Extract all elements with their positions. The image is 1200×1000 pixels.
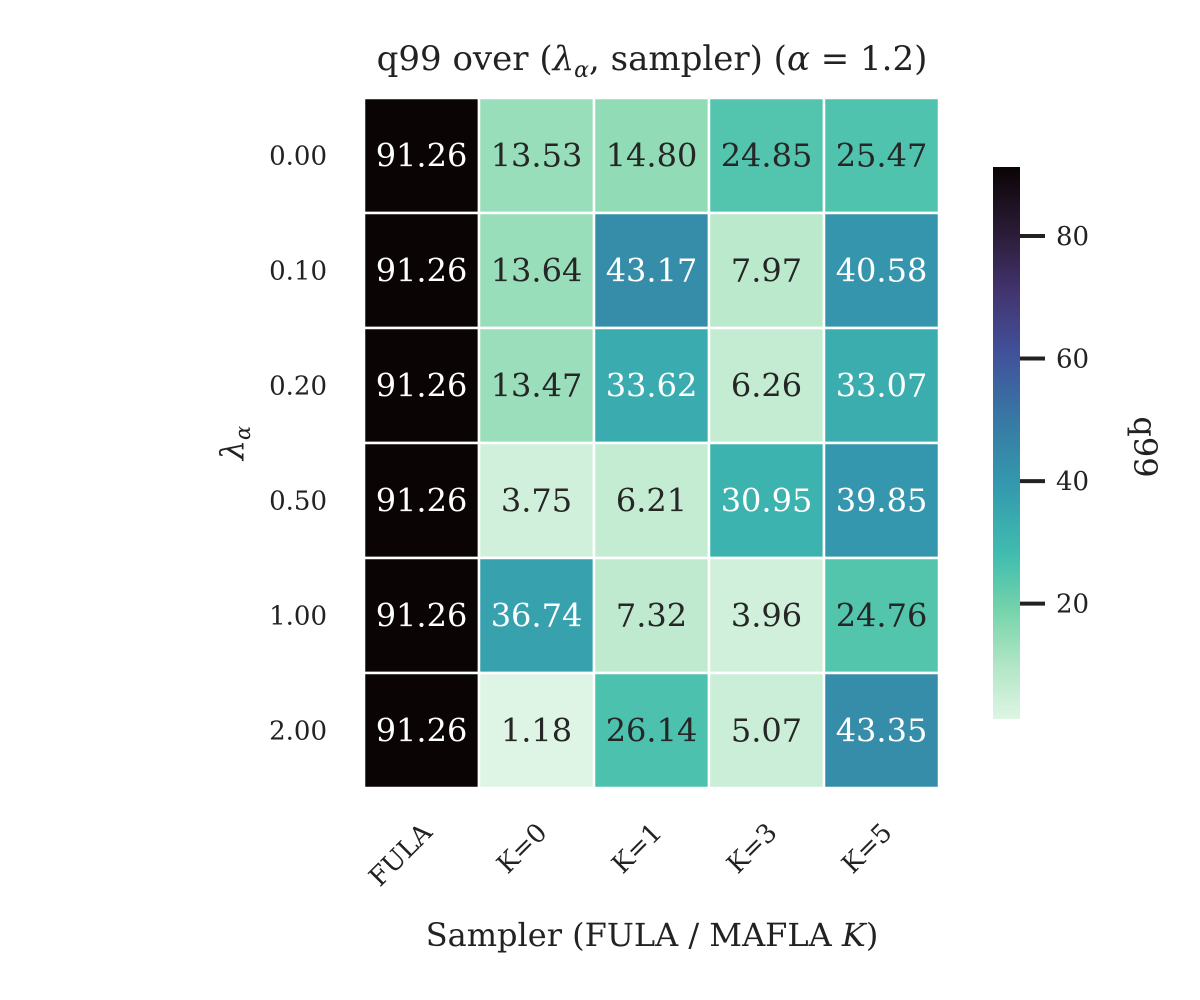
y-tick-label: 0.50 [269,487,327,517]
cell-value-label: 1.18 [501,712,572,750]
cell-value-label: 33.07 [836,367,928,405]
heatmap-cells: 91.26 13.53 14.80 24.85 25.47 91.26 13.64 43.17… [362,96,941,790]
colorbar-tick-label: 60 [1056,345,1089,375]
cell-value-label: 5.07 [731,712,802,750]
colorbar-tick-label: 40 [1056,467,1089,497]
cell-value-label: 91.26 [376,252,468,290]
x-tick-label: K=0 [491,818,553,880]
x-tick-label: FULA [363,817,439,893]
colorbar-label: q99 [1126,416,1164,477]
heatmap-cell [477,671,596,790]
heatmap-cell [707,671,826,790]
heatmap-cell [592,671,711,790]
cell-value-label: 7.32 [616,597,687,635]
cell-value-label: 91.26 [376,482,468,520]
cell-value-label: 3.96 [731,597,802,635]
heatmap-cell [477,441,596,560]
cell-value-label: 13.64 [491,252,583,290]
y-tick-labels: 0.00 0.10 0.20 0.50 1.00 2.00 [269,142,327,747]
cell-value-label: 33.62 [606,367,698,405]
cell-value-label: 6.21 [616,482,687,520]
cell-value-label: 91.26 [376,367,468,405]
y-tick-label: 1.00 [269,602,327,632]
heatmap-cell [477,326,596,445]
y-tick-label: 2.00 [269,717,327,747]
cell-value-label: 91.26 [376,137,468,175]
x-tick-label: K=3 [721,818,783,880]
heatmap-cell [477,96,596,215]
y-axis-label: λα [213,426,255,462]
chart-title: q99 over (λα, sampler) (α = 1.2) [377,39,928,83]
colorbar-tick-label: 20 [1056,590,1089,620]
cell-value-label: 43.17 [606,252,698,290]
y-tick-label: 0.20 [269,372,327,402]
colorbar: 20 40 60 80 q99 [993,167,1164,719]
colorbar-gradient [993,167,1020,719]
x-tick-label: K=1 [606,818,668,880]
cell-value-label: 30.95 [721,482,813,520]
x-tick-labels: FULA K=0 K=1 K=3 K=5 [363,817,898,893]
cell-value-label: 14.80 [606,137,698,175]
cell-value-label: 39.85 [836,482,928,520]
cell-value-label: 7.97 [731,252,802,290]
cell-value-label: 25.47 [836,137,928,175]
heatmap-cell [362,211,481,330]
cell-value-label: 24.76 [836,597,928,635]
cell-value-label: 43.35 [836,712,928,750]
cell-value-label: 6.26 [731,367,802,405]
y-tick-label: 0.10 [269,257,327,287]
cell-value-label: 3.75 [501,482,572,520]
cell-value-label: 13.53 [491,137,583,175]
cell-value-label: 40.58 [836,252,928,290]
heatmap-cell [707,326,826,445]
x-tick-label: K=5 [836,818,898,880]
heatmap-cell [362,96,481,215]
cell-value-label: 13.47 [491,367,583,405]
colorbar-ticks: 20 40 60 80 [1020,222,1089,620]
heatmap-cell [707,441,826,560]
heatmap-cell [592,211,711,330]
heatmap-cell [592,556,711,675]
heatmap-cell [477,556,596,675]
heatmap-cell [822,671,941,790]
cell-value-label: 91.26 [376,712,468,750]
cell-value-label: 24.85 [721,137,813,175]
cell-value-label: 91.26 [376,597,468,635]
heatmap-cell [822,441,941,560]
y-tick-label: 0.00 [269,142,327,172]
x-axis-label: Sampler (FULA / MAFLA K) [426,916,879,954]
colorbar-tick-label: 80 [1056,222,1089,252]
heatmap-cell [592,441,711,560]
heatmap-cell [362,441,481,560]
heatmap-cell [822,211,941,330]
heatmap-cell [362,556,481,675]
cell-value-label: 26.14 [606,712,698,750]
cell-value-label: 36.74 [491,597,583,635]
